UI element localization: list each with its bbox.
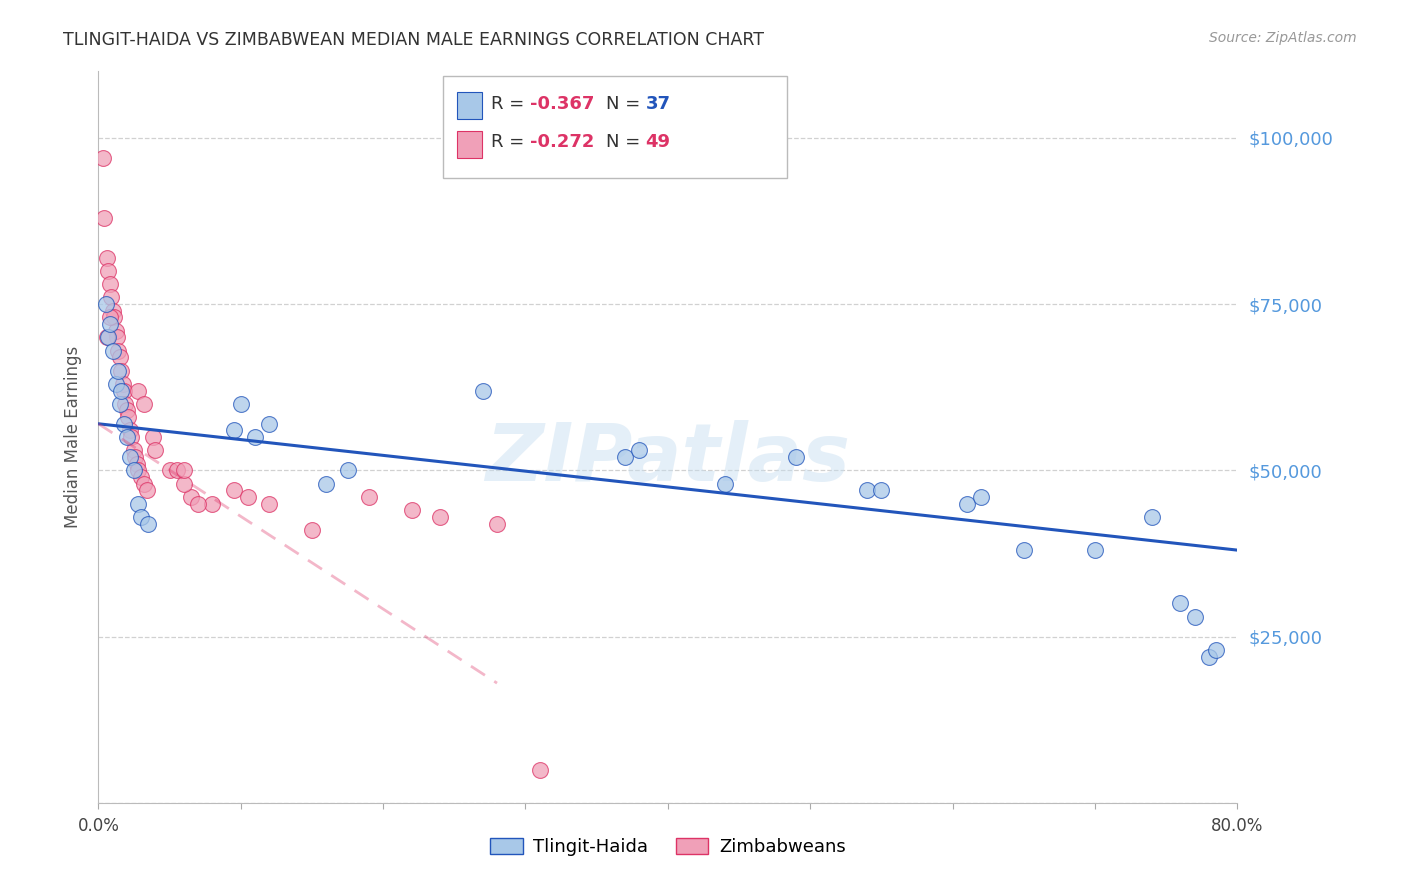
Point (222, 483, 245, 498)
Point (115, 403, 138, 417)
Point (336, 463, 359, 477)
Point (112, 417, 135, 431)
Point (187, 497, 209, 511)
Point (628, 443, 651, 458)
Text: R =: R = (491, 95, 530, 113)
Point (112, 384, 135, 398)
Point (118, 424, 141, 438)
Point (122, 463, 145, 477)
Point (93, 211, 115, 225)
Point (1140, 509, 1163, 524)
Point (1198, 649, 1220, 664)
Point (110, 363, 132, 377)
Point (101, 343, 124, 358)
Point (173, 463, 195, 477)
Point (124, 450, 146, 464)
Point (122, 443, 145, 458)
Point (129, 509, 152, 524)
Point (111, 376, 134, 391)
Point (486, 516, 509, 531)
Point (117, 410, 139, 425)
Point (401, 503, 423, 517)
Point (101, 303, 124, 318)
Point (259, 497, 281, 511)
Point (103, 310, 125, 325)
Point (301, 523, 323, 537)
Point (870, 483, 893, 498)
Point (132, 397, 155, 411)
Point (136, 516, 159, 531)
Text: N =: N = (606, 133, 645, 151)
Point (145, 443, 167, 458)
Point (97, 330, 120, 344)
Point (529, 763, 551, 777)
Point (107, 363, 129, 377)
Point (104, 324, 127, 338)
Point (105, 330, 128, 344)
Point (120, 430, 142, 444)
Point (1170, 596, 1192, 610)
Point (173, 476, 195, 491)
Point (98, 317, 121, 331)
Point (614, 450, 637, 464)
Point (96, 251, 118, 265)
Text: 49: 49 (645, 133, 671, 151)
Point (129, 470, 152, 484)
Text: N =: N = (606, 95, 645, 113)
Point (714, 476, 737, 491)
Point (97, 264, 120, 278)
Point (201, 497, 224, 511)
Point (315, 476, 337, 491)
Point (110, 384, 132, 398)
Point (229, 397, 252, 411)
Point (98, 310, 121, 325)
Point (236, 490, 259, 504)
Point (1184, 609, 1206, 624)
Text: -0.272: -0.272 (530, 133, 595, 151)
Point (108, 397, 131, 411)
Text: TLINGIT-HAIDA VS ZIMBABWEAN MEDIAN MALE EARNINGS CORRELATION CHART: TLINGIT-HAIDA VS ZIMBABWEAN MEDIAN MALE … (63, 31, 765, 49)
Point (94, 297, 117, 311)
Point (166, 463, 188, 477)
Point (785, 450, 807, 464)
Point (180, 490, 202, 504)
Point (1084, 543, 1107, 558)
Point (127, 384, 149, 398)
Point (1012, 543, 1035, 558)
Point (970, 490, 993, 504)
Point (98, 277, 121, 292)
Point (159, 463, 181, 477)
Text: R =: R = (491, 133, 530, 151)
Point (100, 290, 122, 304)
Point (471, 384, 494, 398)
Point (108, 351, 131, 365)
Point (141, 430, 163, 444)
Legend: Tlingit-Haida, Zimbabweans: Tlingit-Haida, Zimbabweans (482, 830, 853, 863)
Point (357, 490, 380, 504)
Point (107, 343, 129, 358)
Point (127, 463, 149, 477)
Point (259, 417, 281, 431)
Point (125, 457, 148, 471)
Point (856, 483, 879, 498)
Text: ZIPatlas: ZIPatlas (485, 420, 851, 498)
Point (243, 430, 266, 444)
Point (1205, 643, 1227, 657)
Point (114, 397, 136, 411)
Point (104, 376, 127, 391)
Y-axis label: Median Male Earnings: Median Male Earnings (65, 346, 83, 528)
Text: -0.367: -0.367 (530, 95, 595, 113)
Text: 37: 37 (645, 95, 671, 113)
Point (429, 509, 451, 524)
Point (127, 497, 149, 511)
Point (115, 430, 138, 444)
Point (132, 476, 155, 491)
Text: Source: ZipAtlas.com: Source: ZipAtlas.com (1209, 31, 1357, 45)
Point (135, 483, 157, 498)
Point (222, 424, 245, 438)
Point (118, 450, 141, 464)
Point (91, 151, 114, 165)
Point (96, 330, 118, 344)
Point (956, 497, 979, 511)
